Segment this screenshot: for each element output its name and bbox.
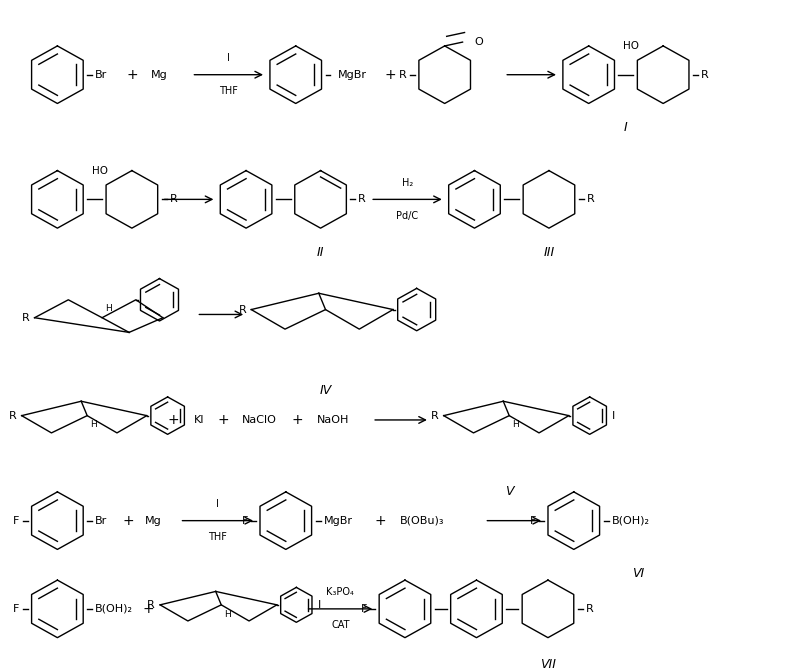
Text: I: I xyxy=(227,53,230,63)
Text: Br: Br xyxy=(95,70,107,80)
Text: +: + xyxy=(168,413,179,427)
Text: +: + xyxy=(218,413,229,427)
Text: H: H xyxy=(512,421,519,429)
Text: F: F xyxy=(530,516,536,526)
Text: R: R xyxy=(22,313,30,323)
Text: +: + xyxy=(292,413,303,427)
Text: R: R xyxy=(431,411,438,421)
Text: Mg: Mg xyxy=(146,516,162,526)
Text: H₂: H₂ xyxy=(402,178,413,188)
Text: VII: VII xyxy=(540,658,556,670)
Text: Mg: Mg xyxy=(151,70,168,80)
Text: B(OH)₂: B(OH)₂ xyxy=(611,516,650,526)
Text: R: R xyxy=(701,70,709,80)
Text: K₃PO₄: K₃PO₄ xyxy=(326,588,354,598)
Text: H: H xyxy=(224,610,231,618)
Text: Pd/C: Pd/C xyxy=(396,211,418,221)
Text: THF: THF xyxy=(208,532,227,542)
Text: KI: KI xyxy=(194,415,205,425)
Text: R: R xyxy=(358,194,366,204)
Text: H: H xyxy=(90,421,97,429)
Text: HO: HO xyxy=(92,165,108,176)
Text: HO: HO xyxy=(623,41,639,51)
Text: F: F xyxy=(14,604,20,614)
Text: NaOH: NaOH xyxy=(318,415,350,425)
Text: O: O xyxy=(474,37,483,47)
Text: R: R xyxy=(170,194,178,204)
Text: NaClO: NaClO xyxy=(242,415,277,425)
Text: R: R xyxy=(9,411,17,421)
Text: R: R xyxy=(399,70,407,80)
Text: H: H xyxy=(105,304,112,313)
Text: +: + xyxy=(143,602,154,616)
Text: MgBr: MgBr xyxy=(323,516,353,526)
Text: THF: THF xyxy=(219,86,238,96)
Text: I: I xyxy=(318,600,321,610)
Text: +: + xyxy=(126,68,138,82)
Text: I: I xyxy=(612,411,615,421)
Text: F: F xyxy=(242,516,248,526)
Text: R: R xyxy=(586,194,594,204)
Text: V: V xyxy=(505,485,514,498)
Text: +: + xyxy=(384,68,396,82)
Text: +: + xyxy=(122,514,134,528)
Text: B(OH)₂: B(OH)₂ xyxy=(95,604,133,614)
Text: F: F xyxy=(361,604,367,614)
Text: VI: VI xyxy=(632,567,645,580)
Text: I: I xyxy=(624,121,628,134)
Text: +: + xyxy=(374,514,386,528)
Text: IV: IV xyxy=(319,384,332,397)
Text: CAT: CAT xyxy=(331,620,350,630)
Text: R: R xyxy=(147,600,155,610)
Text: I: I xyxy=(216,499,219,509)
Text: R: R xyxy=(238,305,246,315)
Text: Br: Br xyxy=(95,516,107,526)
Text: B(OBu)₃: B(OBu)₃ xyxy=(399,516,444,526)
Text: R: R xyxy=(586,604,594,614)
Text: MgBr: MgBr xyxy=(338,70,366,80)
Text: F: F xyxy=(14,516,20,526)
Text: II: II xyxy=(317,246,324,259)
Text: III: III xyxy=(543,246,554,259)
